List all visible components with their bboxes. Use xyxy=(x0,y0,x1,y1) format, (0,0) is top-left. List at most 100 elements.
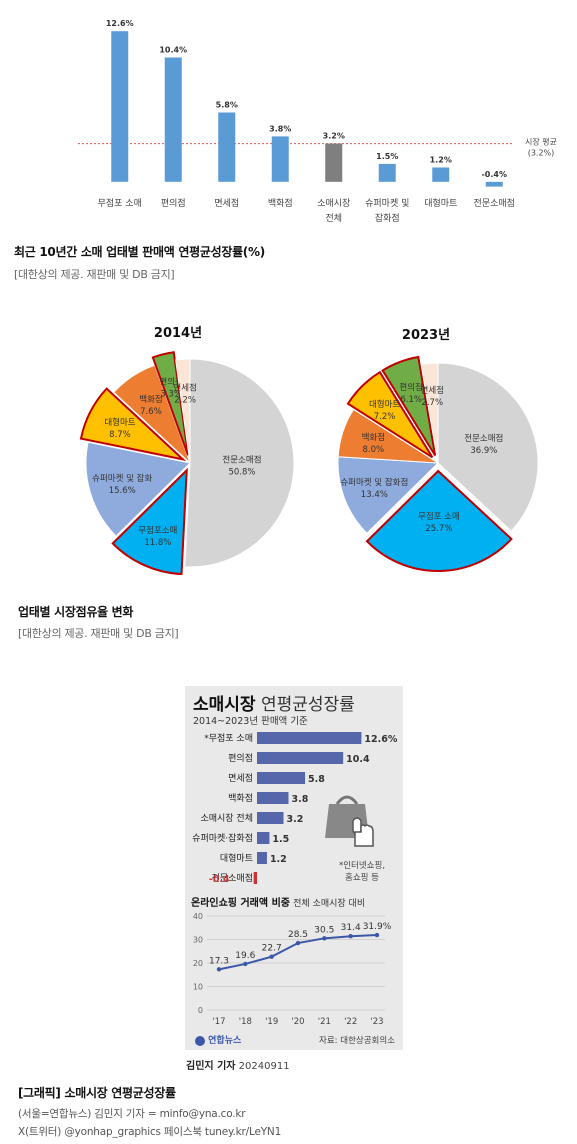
hbar-value-label: 3.8 xyxy=(291,794,308,805)
y-tick-label: 0 xyxy=(198,1006,203,1015)
category-label: 전문소매점 xyxy=(474,197,515,209)
pie-slice xyxy=(365,469,513,572)
graphic-caption: [그래픽] 소매시장 연평균성장률 xyxy=(18,1086,176,1100)
hbar xyxy=(257,812,284,824)
pie-slice xyxy=(346,370,434,459)
hbar-category-label: *무점포 소매 xyxy=(204,732,253,744)
hbar-category-label: 면세점 xyxy=(228,772,253,784)
pie-slice-label: 무점포소매 xyxy=(138,525,177,536)
pie-slice xyxy=(337,456,440,534)
bar-chart-caption: 최근 10년간 소매 업태별 판매액 연평균성장률(%) xyxy=(14,245,265,259)
bar-value-label: 3.8% xyxy=(269,124,291,133)
line-chart-title: 온라인쇼핑 거래액 비중 xyxy=(191,898,290,909)
data-point xyxy=(243,961,248,967)
byline-reporter: (서울=연합뉴스) 김민지 기자 = minfo@yna.co.kr xyxy=(18,1108,246,1120)
category-label: 슈퍼마켓 및 xyxy=(365,197,409,209)
bar-chart-source: [대한상의 제공. 재판매 및 DB 금지] xyxy=(14,268,175,281)
pie-slice-value: 13.4% xyxy=(361,490,388,500)
line-chart-subtitle: 전체 소매시장 대비 xyxy=(293,899,366,909)
infographic-source: 자료: 대한상공회의소 xyxy=(319,1036,395,1046)
data-value-label: 28.5 xyxy=(288,930,308,940)
pie-slice-value: 2.7% xyxy=(421,398,443,408)
bar xyxy=(111,31,129,182)
y-tick-label: 30 xyxy=(193,936,203,945)
category-label: 전체 xyxy=(325,213,342,224)
hbar-category-label: 소매시장 전체 xyxy=(200,813,253,824)
data-point xyxy=(216,967,222,972)
category-label: 무점포 소매 xyxy=(98,197,142,209)
hbar-category-label: 백화점 xyxy=(228,792,253,804)
pie-slice-label: 백화점 xyxy=(139,394,162,405)
bar-value-label: -0.4% xyxy=(481,170,507,179)
bar-value-label: 10.4% xyxy=(159,45,187,54)
pie-slice-value: 50.8% xyxy=(228,467,255,477)
hbar-category-label: 대형마트 xyxy=(220,853,253,864)
pie-slice-value: 36.9% xyxy=(470,446,497,456)
sales-growth-bar-chart: 시장 평균 (3.2%) 12.6% 무점포 소매 10.4% 편의점 5.8% 면세점 3.8… xyxy=(78,19,557,224)
bar xyxy=(218,112,236,182)
x-tick-label: '17 xyxy=(212,1017,225,1027)
category-label: 소매시장 xyxy=(317,198,350,209)
data-point xyxy=(322,936,327,941)
y-tick-label: 10 xyxy=(193,983,203,992)
hbar xyxy=(253,872,257,884)
infographic-period: 2014~2023년 판매액 기준 xyxy=(193,716,308,727)
hbar xyxy=(257,792,289,804)
category-label: 편의점 xyxy=(161,197,186,209)
yonhap-logo-icon xyxy=(195,1035,205,1046)
hbar-value-label: 1.2 xyxy=(270,854,287,865)
pie-slice-value: 8.0% xyxy=(363,445,385,455)
hbar-category-label: 편의점 xyxy=(228,752,253,764)
hbar-value-label: 10.4 xyxy=(346,754,370,765)
pie-slice-label: 면세점 xyxy=(173,382,196,393)
hbar xyxy=(257,772,306,784)
bar-value-label: 3.2% xyxy=(323,132,345,141)
pie-slice-label: 무점포 소매 xyxy=(418,511,460,522)
pie-slice-label: 슈퍼마켓 및 잡화점 xyxy=(340,477,408,488)
hbar-value-label: 1.5 xyxy=(272,834,289,845)
pie-slice-label: 전문소매점 xyxy=(222,454,261,465)
data-point xyxy=(348,934,353,939)
pie-slice-value: 11.8% xyxy=(144,538,171,548)
hbar-value-label: -0.4 xyxy=(209,874,230,885)
pie-slice-value: 2.2% xyxy=(174,395,196,405)
bar xyxy=(164,57,182,182)
hbar xyxy=(257,832,270,844)
hbar-category-label: 슈퍼마켓·잡화점 xyxy=(192,832,253,844)
data-point xyxy=(269,954,274,959)
x-tick-label: '21 xyxy=(318,1017,331,1027)
pie-slice xyxy=(381,355,437,457)
hbar xyxy=(257,732,362,744)
yonhap-logo-text: 연합뉴스 xyxy=(208,1036,242,1046)
pie-slice xyxy=(79,387,187,462)
pie-slice-value: 6.1% xyxy=(400,395,422,405)
data-value-label: 31.4 xyxy=(341,923,361,933)
pie-slice xyxy=(184,358,295,568)
bar xyxy=(485,181,503,187)
bar xyxy=(432,167,450,182)
data-value-label: 22.7 xyxy=(262,944,282,954)
pie-slice-label: 면세점 xyxy=(421,385,444,396)
pie-slice-label: 백화점 xyxy=(362,432,385,443)
pie-slice-label: 대형마트 xyxy=(369,400,400,410)
reference-line-label: 시장 평균 xyxy=(525,137,557,147)
pie-slice-label: 대형마트 xyxy=(104,418,135,428)
data-value-label: 31.9% xyxy=(363,922,392,932)
category-label: 백화점 xyxy=(268,197,293,209)
pie-slice xyxy=(337,408,439,464)
pie-slice xyxy=(85,441,192,537)
data-value-label: 17.3 xyxy=(209,956,229,966)
pie-chart-caption: 업태별 시장점유율 변화 xyxy=(18,605,134,619)
infographic-date: 20240911 xyxy=(238,1061,290,1072)
bar xyxy=(378,163,396,182)
pie-slice-value: 7.6% xyxy=(140,407,162,417)
infographic-note-line: *인터넷쇼핑, xyxy=(338,861,386,871)
bar-value-label: 5.8% xyxy=(216,100,238,109)
data-point xyxy=(374,932,380,938)
pie-slice xyxy=(437,362,539,532)
x-tick-label: '23 xyxy=(370,1017,383,1027)
pie-title: 2014년 xyxy=(154,326,202,341)
hbar xyxy=(257,752,344,764)
pie-slice-label: 전문소매점 xyxy=(464,433,503,444)
